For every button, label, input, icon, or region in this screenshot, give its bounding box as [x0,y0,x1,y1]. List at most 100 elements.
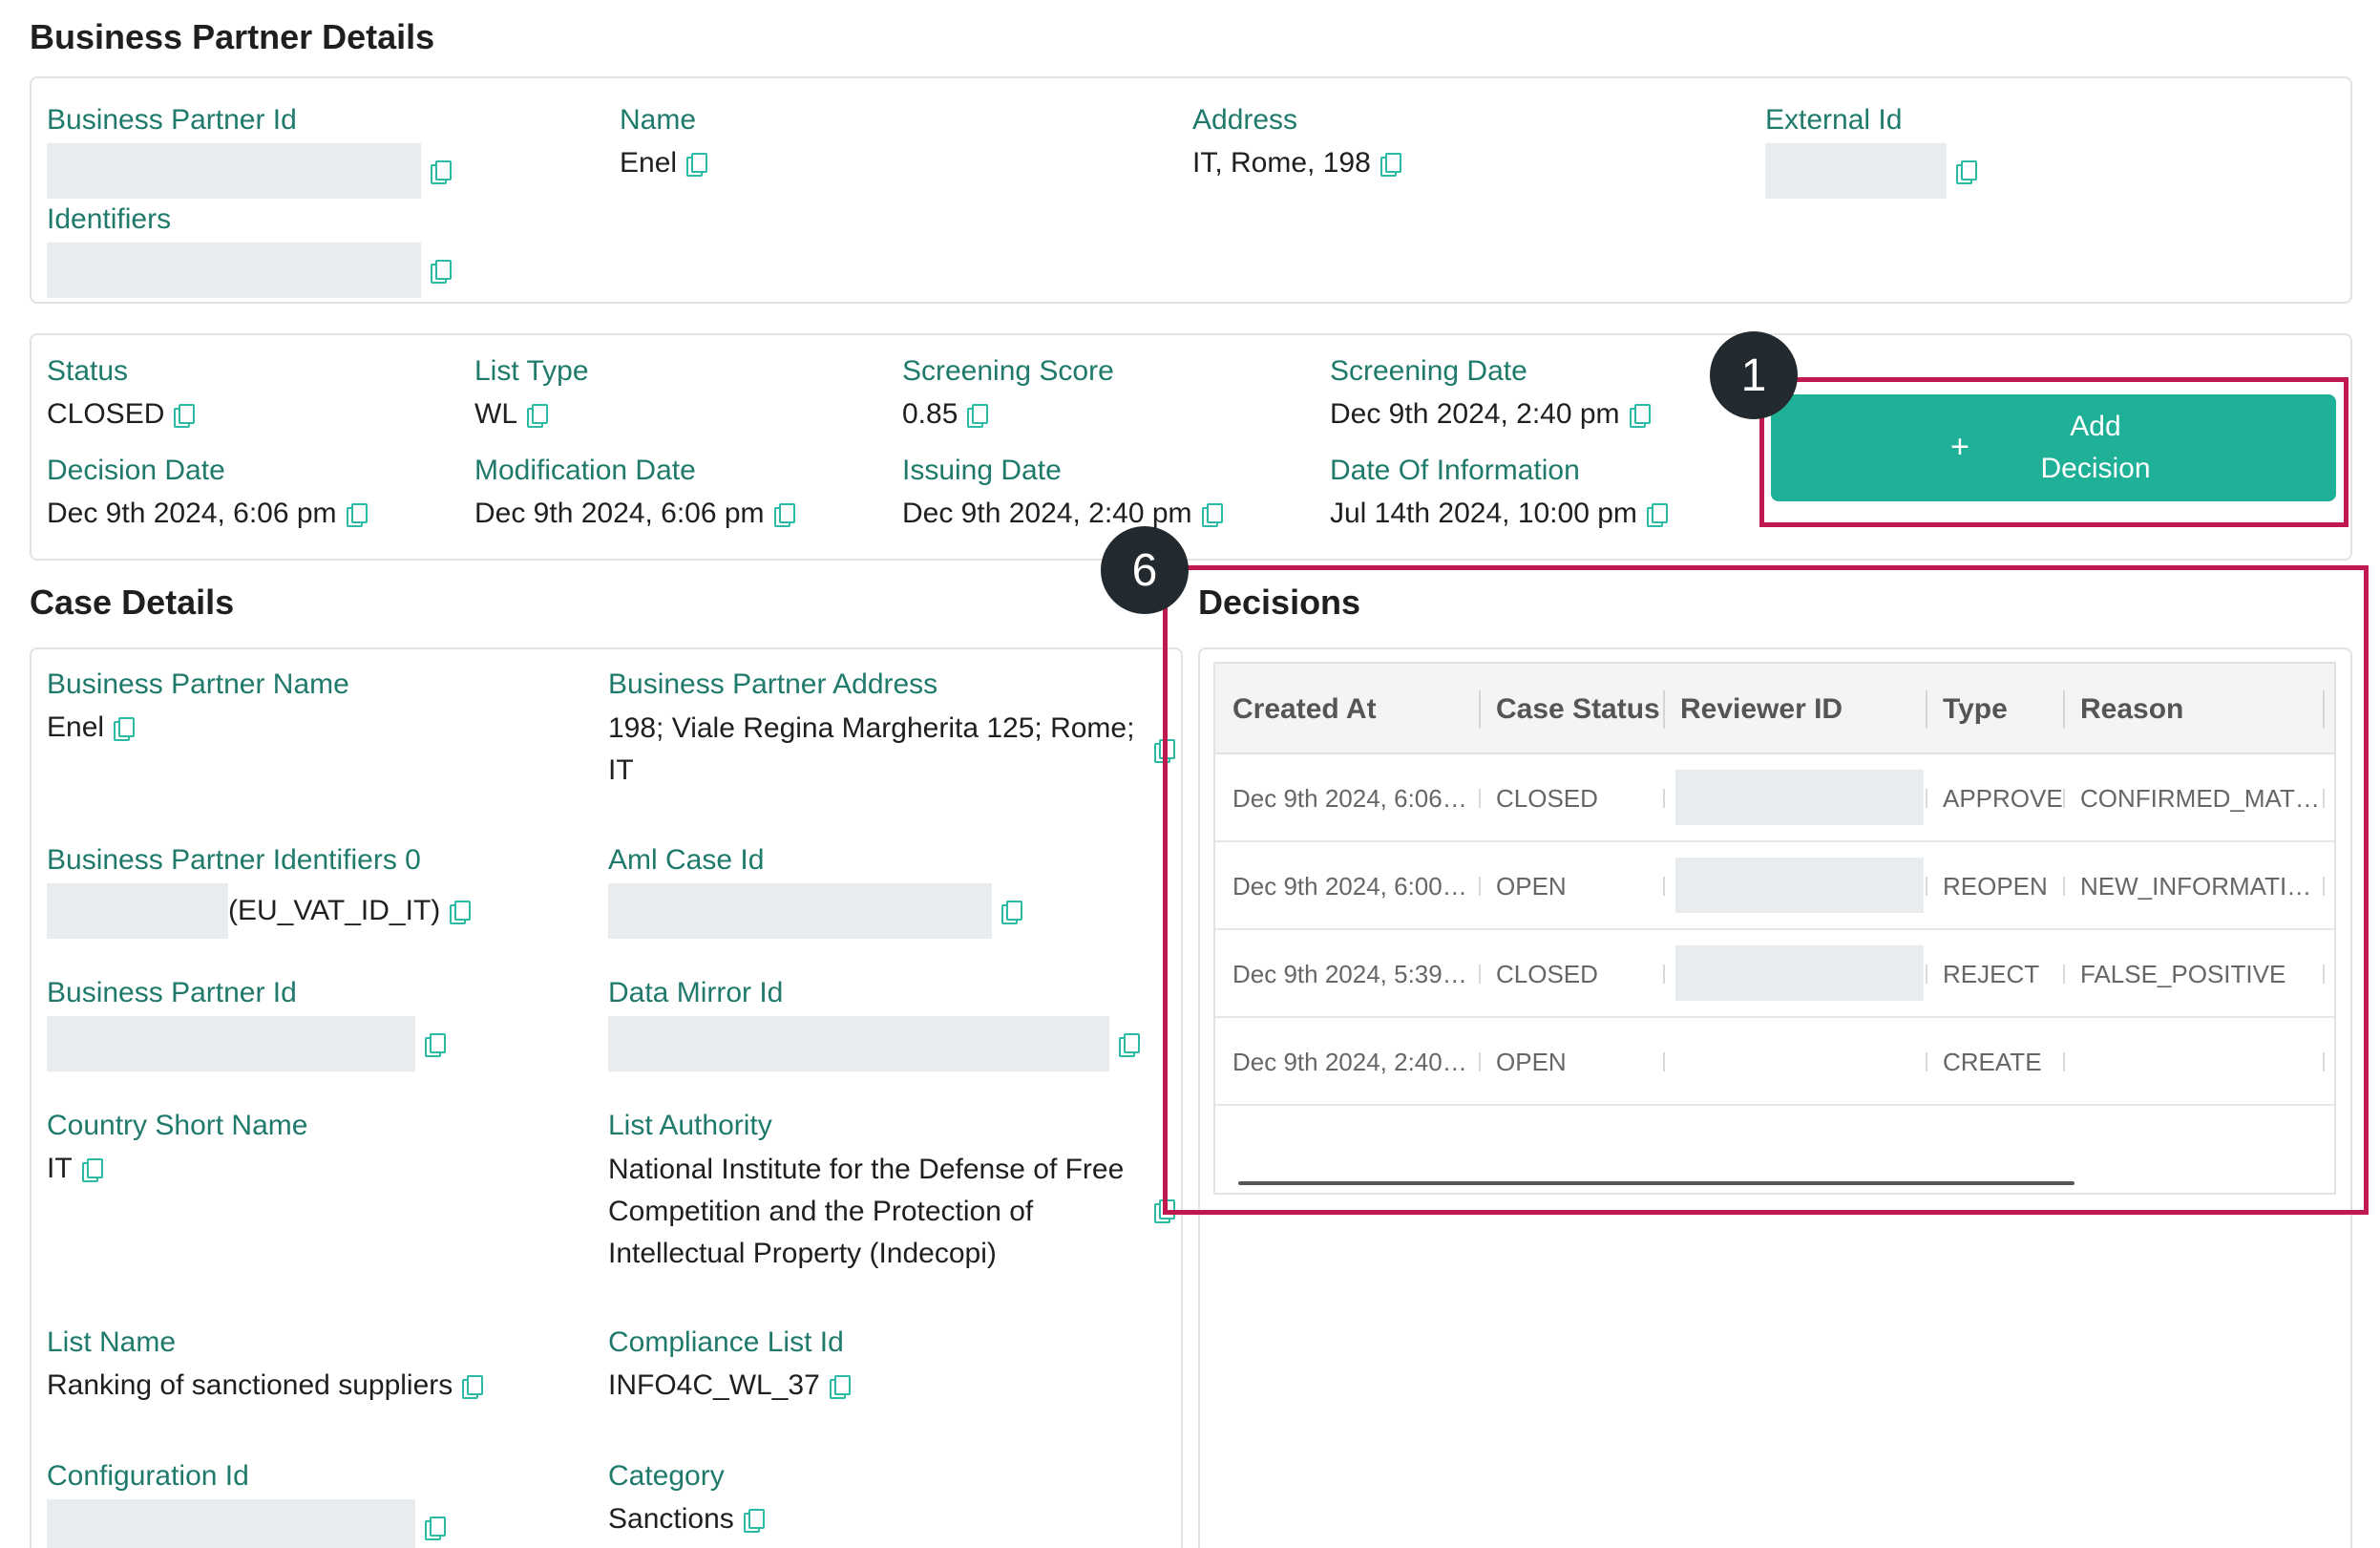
copy-icon[interactable] [1201,503,1223,527]
category-value: Sanctions [608,1503,734,1535]
external-id-redacted [1765,143,1947,199]
cell-reviewer-id-redacted [1675,858,1924,913]
copy-icon[interactable] [174,404,196,428]
column-resize-handle[interactable] [1663,690,1665,729]
case-details-title: Case Details [30,583,235,622]
country-value: IT [47,1153,73,1184]
copy-icon[interactable] [81,1158,103,1182]
column-reason[interactable]: Reason [2080,693,2184,725]
copy-icon[interactable] [527,404,548,428]
copy-icon[interactable] [1956,160,1977,184]
highlight-add-decision [1759,377,2348,527]
field-screening-score: Screening Score 0.85 [902,352,1114,435]
copy-icon[interactable] [450,901,472,924]
add-decision-button[interactable]: + Add Decision [1771,394,2336,501]
field-aml-case-id: Aml Case Id [608,841,1022,939]
copy-icon[interactable] [431,260,452,284]
copy-icon[interactable] [425,1516,446,1540]
screening-score-value: 0.85 [902,398,958,430]
field-external-id: External Id [1765,101,1977,199]
column-type[interactable]: Type [1943,693,2008,725]
table-row[interactable]: Dec 9th 2024, 2:40 ... OPEN CREATE [1215,1018,2334,1106]
data-mirror-id-label: Data Mirror Id [608,977,784,1008]
list-name-label: List Name [47,1326,177,1358]
identifiers-label: Identifiers [47,203,172,235]
annotation-badge-6: 6 [1101,526,1189,614]
list-authority-label: List Authority [608,1110,772,1141]
table-row[interactable]: Dec 9th 2024, 5:39 ... CLOSED REJECT FAL… [1215,930,2334,1018]
copy-icon[interactable] [1629,404,1651,428]
copy-icon[interactable] [967,404,989,428]
info-date-label: Date Of Information [1330,455,1580,486]
bp-address-value: 198; Viale Regina Margherita 125; Rome; … [608,712,1135,786]
table-row[interactable]: Dec 9th 2024, 6:06 ... CLOSED APPROVE CO… [1215,754,2334,842]
column-resize-handle[interactable] [1479,690,1481,729]
decisions-title: Decisions [1198,583,1361,622]
copy-icon[interactable] [1646,503,1668,527]
bp-name-label: Business Partner Name [47,668,349,700]
annotation-badge-1: 1 [1710,331,1798,419]
column-resize-handle[interactable] [2063,690,2065,729]
highlight-decisions [1163,565,2369,1215]
field-case-bp-id: Business Partner Id [47,974,446,1071]
field-name: Name Enel [620,101,708,183]
bp-details-title: Business Partner Details [30,17,435,56]
status-value: CLOSED [47,398,165,430]
bp-details-card: Business Partner Id Name Enel Address IT… [30,76,2352,304]
copy-icon[interactable] [462,1375,484,1399]
external-id-label: External Id [1765,104,1903,136]
field-bp-name: Business Partner Name Enel [47,666,349,748]
column-resize-handle[interactable] [2323,690,2325,729]
field-bp-id: Business Partner Id [47,101,452,199]
modification-date-value: Dec 9th 2024, 6:06 pm [474,498,765,529]
copy-icon[interactable] [1119,1033,1140,1057]
category-label: Category [608,1460,725,1492]
copy-icon[interactable] [425,1033,446,1057]
field-screening-date: Screening Date Dec 9th 2024, 2:40 pm [1330,352,1651,435]
list-name-value: Ranking of sanctioned suppliers [47,1369,453,1401]
field-modification-date: Modification Date Dec 9th 2024, 6:06 pm [474,452,795,534]
cell-reviewer-id-redacted [1675,770,1924,825]
issuing-date-value: Dec 9th 2024, 2:40 pm [902,498,1192,529]
field-bp-address: Business Partner Address 198; Viale Regi… [608,666,1152,792]
field-country: Country Short Name IT [47,1107,307,1189]
modification-date-label: Modification Date [474,455,696,486]
field-decision-date: Decision Date Dec 9th 2024, 6:06 pm [47,452,368,534]
copy-icon[interactable] [743,1509,765,1533]
decision-date-value: Dec 9th 2024, 6:06 pm [47,498,337,529]
column-created-at[interactable]: Created At [1232,693,1377,725]
bp-address-label: Business Partner Address [608,668,938,700]
field-data-mirror-id: Data Mirror Id [608,974,1140,1071]
data-mirror-id-redacted [608,1016,1109,1071]
issuing-date-label: Issuing Date [902,455,1062,486]
column-resize-handle[interactable] [1926,690,1927,729]
case-details-card: Business Partner Name Enel Business Part… [30,647,1183,1548]
name-label: Name [620,104,697,136]
bp-id-label: Business Partner Id [47,104,297,136]
copy-icon[interactable] [1380,153,1401,177]
copy-icon[interactable] [346,503,368,527]
horizontal-scrollbar[interactable] [1238,1181,2075,1185]
list-authority-value: National Institute for the Defense of Fr… [608,1154,1125,1269]
column-reviewer-id[interactable]: Reviewer ID [1680,693,1843,725]
column-case-status[interactable]: Case Status [1496,693,1660,725]
address-label: Address [1192,104,1298,136]
aml-case-id-label: Aml Case Id [608,844,765,876]
field-category: Category Sanctions [608,1457,765,1539]
copy-icon[interactable] [431,160,452,184]
copy-icon[interactable] [1001,901,1022,924]
field-info-date: Date Of Information Jul 14th 2024, 10:00… [1330,452,1668,534]
case-bp-id-label: Business Partner Id [47,977,297,1008]
copy-icon[interactable] [773,503,795,527]
address-value: IT, Rome, 198 [1192,147,1371,179]
configuration-id-redacted [47,1499,415,1548]
field-configuration-id: Configuration Id [47,1457,446,1548]
copy-icon[interactable] [114,717,136,741]
name-value: Enel [620,147,678,179]
bp-name-value: Enel [47,711,105,743]
info-date-value: Jul 14th 2024, 10:00 pm [1330,498,1637,529]
copy-icon[interactable] [829,1375,851,1399]
copy-icon[interactable] [686,153,708,177]
field-list-type: List Type WL [474,352,589,435]
table-row[interactable]: Dec 9th 2024, 6:00 ... OPEN REOPEN NEW_I… [1215,842,2334,930]
